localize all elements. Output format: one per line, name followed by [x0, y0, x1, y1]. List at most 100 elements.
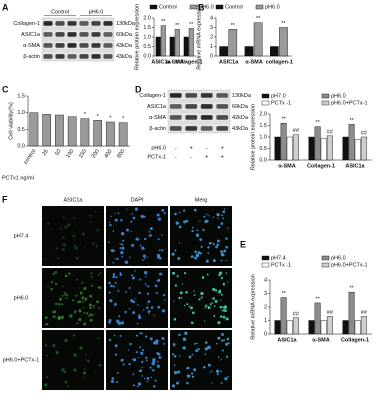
cell-dot: [65, 297, 68, 299]
blot-band: [169, 115, 182, 120]
cell-dot: [82, 300, 84, 303]
cell-dot: [183, 272, 187, 275]
cell-dot: [221, 214, 224, 217]
cell-dot: [119, 271, 122, 274]
cell-dot: [44, 383, 48, 387]
cell-dot: [74, 312, 76, 314]
cell-dot: [215, 245, 218, 249]
blot-band: [169, 126, 182, 131]
blot-row-label: α-SMA: [149, 115, 166, 121]
cell-dot: [176, 381, 180, 385]
cell-dot: [173, 364, 176, 367]
cell-dot: [211, 302, 214, 304]
cell-dot: [83, 311, 86, 314]
cell-dot: [180, 297, 183, 299]
cell-dot: [206, 346, 209, 349]
cell-dot: [172, 353, 175, 356]
cell-dot: [58, 297, 63, 301]
blot-band: [43, 43, 53, 48]
cell-dot: [58, 302, 61, 306]
cell-dot: [184, 333, 187, 335]
cell-dot: [143, 215, 146, 218]
cell-dot: [83, 322, 87, 326]
cell-dot: [156, 360, 159, 363]
bar: [188, 28, 194, 57]
cell-dot: [149, 366, 152, 369]
cell-dot: [155, 339, 159, 343]
cell-dot: [150, 376, 153, 379]
cell-dot: [219, 289, 221, 291]
cell-dot: [223, 305, 227, 309]
cell-dot: [139, 346, 142, 349]
cell-dot: [73, 310, 77, 313]
blot-size-label: 43kDa: [116, 54, 133, 60]
cell-dot: [78, 309, 82, 313]
cell-dot: [152, 385, 156, 388]
cell-dot: [173, 344, 176, 347]
condition-sign: +: [205, 154, 208, 160]
cell-dot: [185, 219, 189, 223]
panel-label: B: [198, 2, 205, 12]
blot-strip: [167, 100, 231, 112]
cell-dot: [114, 353, 118, 356]
legend-swatch: [261, 100, 270, 106]
cell-dot: [136, 322, 139, 325]
cell-dot: [62, 248, 65, 252]
cell-dot: [139, 332, 142, 335]
cell-dot: [150, 306, 154, 309]
blot-band: [91, 54, 101, 59]
cell-dot: [161, 234, 163, 236]
legend-swatch: [261, 262, 270, 268]
cell-dot: [52, 315, 56, 318]
cell-dot: [155, 292, 158, 295]
cell-dot: [217, 356, 220, 358]
blot-band: [91, 21, 101, 26]
blot-band: [55, 32, 65, 37]
cell-dot: [223, 254, 225, 257]
cell-dot: [191, 354, 194, 356]
cell-dot: [114, 257, 116, 260]
cell-dot: [190, 255, 194, 259]
blot-band: [55, 21, 65, 26]
blot-band: [91, 43, 101, 48]
significance: ##: [293, 128, 300, 134]
cell-dot: [223, 249, 227, 253]
cell-dot: [144, 271, 148, 275]
cell-dot: [59, 227, 62, 230]
cell-dot: [213, 305, 216, 307]
cell-dot: [131, 276, 135, 280]
blot-band: [200, 115, 213, 120]
legend-swatch: [321, 262, 330, 268]
cell-dot: [135, 297, 137, 300]
y-tick-label: 2.0: [143, 15, 151, 21]
cell-dot: [203, 215, 206, 218]
cell-dot: [88, 303, 93, 307]
cell-dot: [178, 225, 182, 229]
cell-dot: [152, 341, 157, 345]
y-tick-label: 1.5: [17, 93, 25, 99]
cell-dot: [157, 305, 161, 309]
significance: ##: [361, 130, 368, 136]
cell-dot: [196, 254, 200, 258]
cell-dot: [193, 208, 197, 212]
cell-dot: [97, 337, 100, 340]
bar: [174, 29, 180, 57]
cell-dot: [98, 307, 101, 310]
cell-dot: [92, 307, 95, 309]
x-tick-label: ASIC1a: [219, 59, 239, 65]
cell-dot: [182, 209, 186, 212]
cell-dot: [120, 231, 125, 236]
cell-dot: [44, 257, 46, 260]
panel-label: D: [135, 84, 142, 94]
cell-dot: [193, 290, 195, 292]
bar: [155, 36, 161, 57]
cell-dot: [112, 275, 116, 279]
bar: [55, 114, 64, 147]
cell-dot: [51, 311, 54, 313]
cell-dot: [74, 246, 78, 250]
cell-dot: [158, 256, 162, 260]
cell-dot: [204, 306, 207, 309]
cell-dot: [148, 235, 150, 237]
cell-dot: [84, 299, 87, 302]
blot-strip: [167, 111, 231, 123]
